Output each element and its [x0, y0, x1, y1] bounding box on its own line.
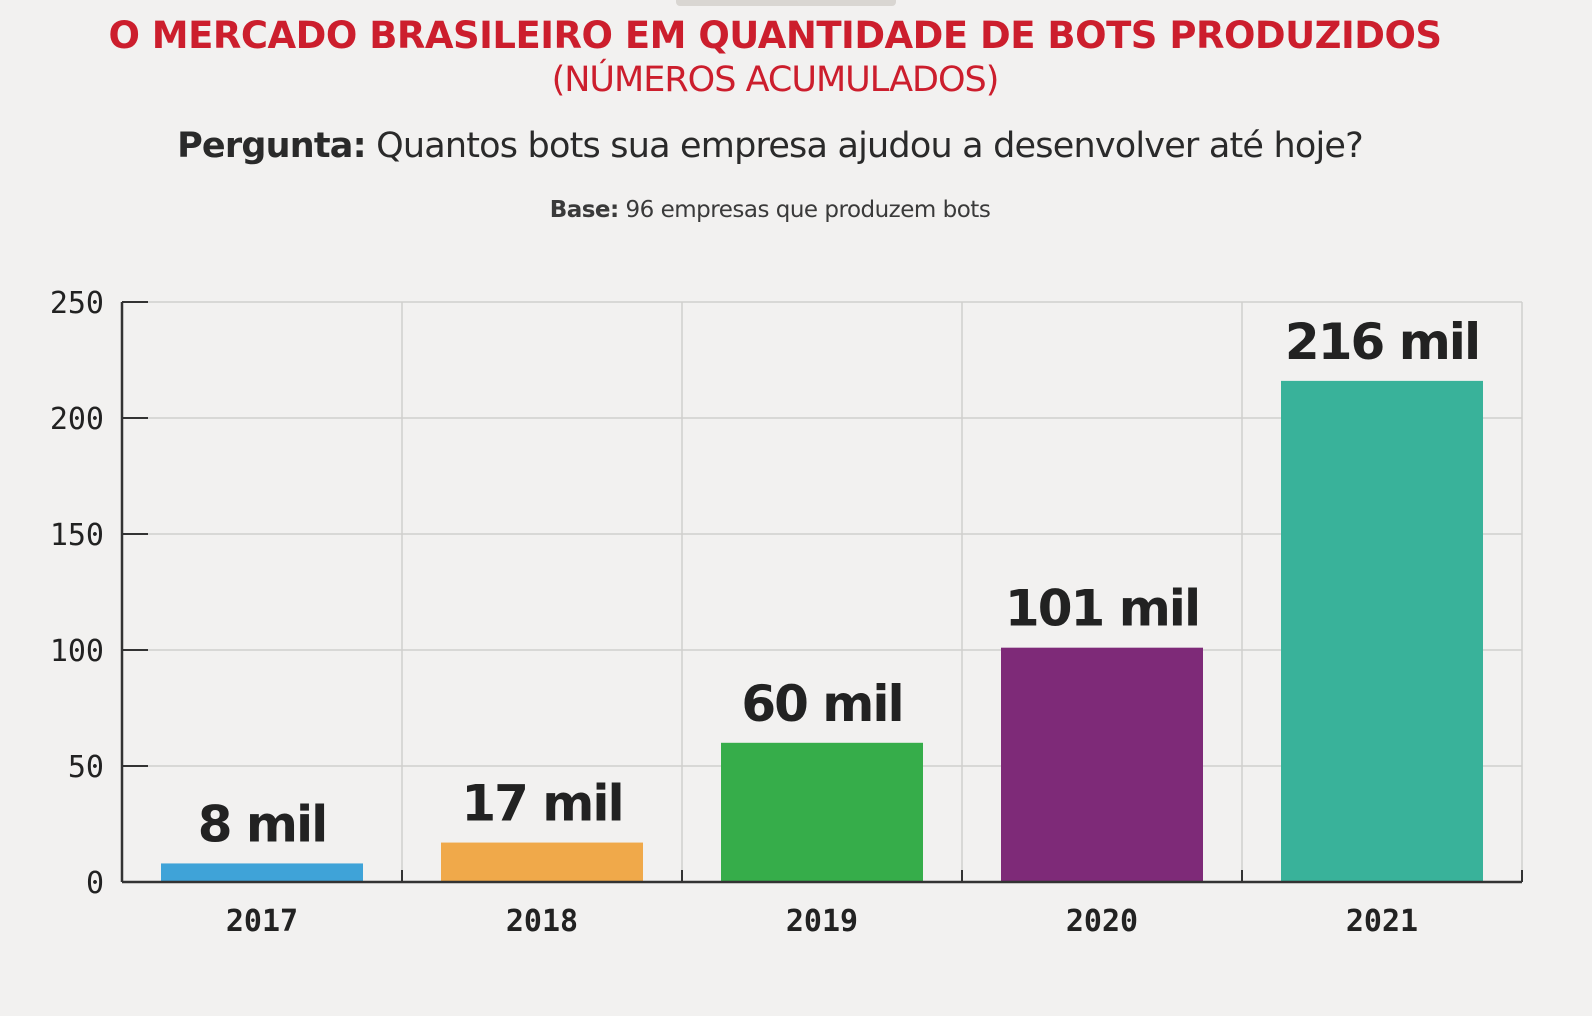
y-tick-label: 100 — [50, 634, 104, 669]
question-label: Pergunta: — [177, 126, 366, 166]
bar-2019 — [721, 742, 923, 882]
y-tick-label: 150 — [50, 518, 104, 553]
base-text: 96 empresas que produzem bots — [618, 197, 991, 223]
base-line: Base: 96 empresas que produzem bots — [0, 197, 1540, 223]
base-label: Base: — [549, 197, 620, 223]
y-tick-label: 50 — [68, 750, 104, 785]
y-tick-label: 200 — [50, 402, 104, 437]
x-tick-label: 2018 — [506, 904, 578, 939]
chart-subtitle: (NÚMEROS ACUMULADOS) — [551, 60, 1000, 100]
y-tick-label: 0 — [86, 866, 104, 901]
bar-data-label: 216 mil — [1285, 313, 1479, 371]
bar-2017 — [161, 863, 363, 882]
question-line: Pergunta: Quantos bots sua empresa ajudo… — [0, 126, 1540, 166]
x-tick-label: 2020 — [1066, 904, 1138, 939]
bar-2021 — [1281, 380, 1483, 882]
bar-data-label: 60 mil — [741, 675, 902, 733]
bar-2018 — [441, 842, 643, 882]
y-tick-label: 250 — [50, 286, 104, 321]
question-text: Quantos bots sua empresa ajudou a desenv… — [365, 126, 1364, 166]
x-tick-label: 2017 — [226, 904, 298, 939]
x-tick-label: 2019 — [786, 904, 858, 939]
bar-data-label: 17 mil — [461, 775, 622, 833]
x-tick-label: 2021 — [1346, 904, 1418, 939]
chart-title: O MERCADO BRASILEIRO EM QUANTIDADE DE BO… — [108, 14, 1442, 57]
top-decoration — [676, 0, 896, 6]
bar-2020 — [1001, 647, 1203, 882]
bar-data-label: 101 mil — [1005, 580, 1199, 638]
bar-data-label: 8 mil — [198, 795, 327, 853]
